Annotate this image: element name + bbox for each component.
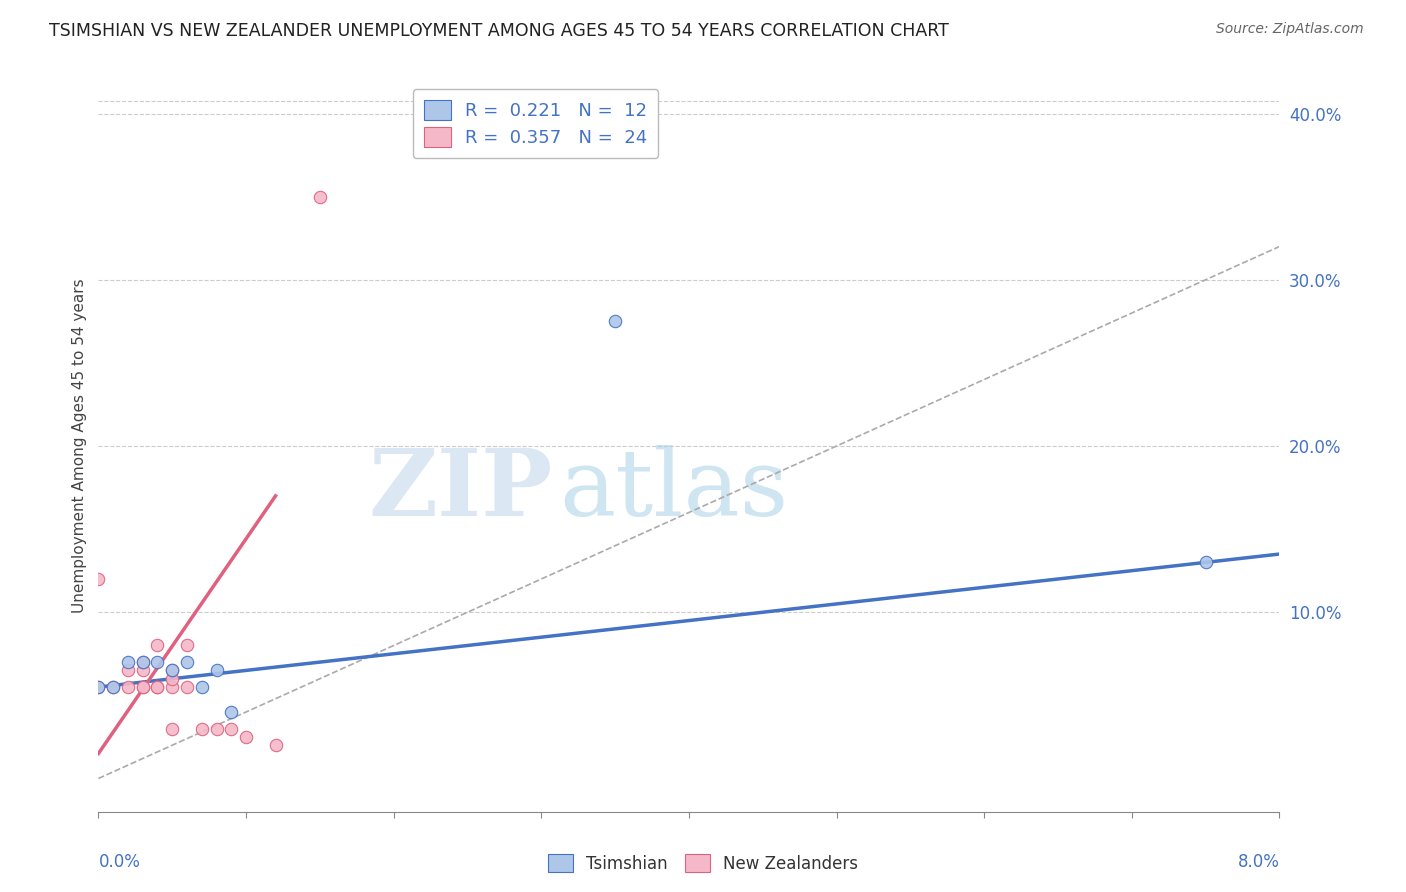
Point: [103, 680, 125, 694]
Point: [191, 680, 214, 694]
Point: [132, 655, 155, 669]
Text: 8.0%: 8.0%: [1237, 854, 1279, 871]
Text: 0.0%: 0.0%: [98, 854, 141, 871]
Point: [162, 664, 183, 678]
Point: [162, 722, 183, 736]
Point: [132, 680, 155, 694]
Text: TSIMSHIAN VS NEW ZEALANDER UNEMPLOYMENT AMONG AGES 45 TO 54 YEARS CORRELATION CH: TSIMSHIAN VS NEW ZEALANDER UNEMPLOYMENT …: [49, 22, 949, 40]
Point: [132, 655, 155, 669]
Point: [162, 680, 183, 694]
Point: [176, 639, 198, 653]
Point: [309, 189, 332, 203]
Point: [176, 655, 198, 669]
Point: [146, 680, 169, 694]
Point: [146, 655, 169, 669]
Point: [605, 314, 627, 328]
Point: [221, 705, 243, 719]
Legend: Tsimshian, New Zealanders: Tsimshian, New Zealanders: [541, 847, 865, 880]
Point: [117, 664, 139, 678]
Point: [103, 680, 125, 694]
Point: [87, 572, 110, 586]
Point: [221, 722, 243, 736]
Point: [191, 722, 214, 736]
Y-axis label: Unemployment Among Ages 45 to 54 years: Unemployment Among Ages 45 to 54 years: [72, 278, 87, 614]
Text: Source: ZipAtlas.com: Source: ZipAtlas.com: [1216, 22, 1364, 37]
Point: [162, 672, 183, 686]
Point: [205, 664, 228, 678]
Point: [235, 730, 257, 744]
Text: ZIP: ZIP: [368, 445, 553, 535]
Point: [87, 680, 110, 694]
Point: [176, 680, 198, 694]
Point: [1195, 555, 1218, 569]
Text: atlas: atlas: [560, 445, 789, 535]
Point: [117, 655, 139, 669]
Point: [264, 738, 287, 752]
Legend: R =  0.221   N =  12, R =  0.357   N =  24: R = 0.221 N = 12, R = 0.357 N = 24: [413, 89, 658, 158]
Point: [205, 722, 228, 736]
Point: [87, 680, 110, 694]
Point: [132, 680, 155, 694]
Point: [162, 664, 183, 678]
Point: [117, 680, 139, 694]
Point: [132, 664, 155, 678]
Point: [146, 639, 169, 653]
Point: [146, 680, 169, 694]
